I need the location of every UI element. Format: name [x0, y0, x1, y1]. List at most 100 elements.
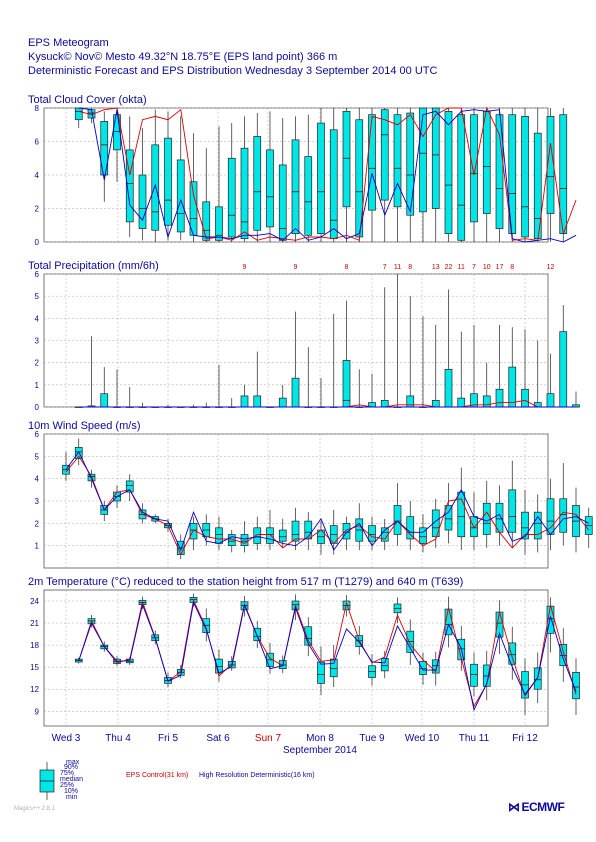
eps-box [368, 525, 376, 542]
legend-control: EPS Control(31 km) [126, 772, 188, 779]
eps-box [74, 107, 83, 121]
y-tick-label: 8 [35, 104, 40, 113]
y-tick-label: 0 [35, 238, 40, 247]
eps-box [215, 206, 223, 241]
eps-box [151, 144, 160, 231]
x-day-label: Fri 5 [158, 733, 178, 744]
eps-box [406, 395, 415, 408]
eps-box [431, 107, 440, 209]
eps-box [406, 516, 415, 540]
eps-box [444, 368, 453, 408]
hres-line [65, 451, 590, 552]
eps-box [419, 107, 427, 213]
y-tick-label: 21 [30, 619, 39, 628]
y-tick-label: 2 [35, 205, 40, 214]
eps-box [113, 114, 121, 151]
eps-box [291, 139, 300, 234]
y-tick-label: 5 [35, 292, 40, 301]
eps-box [317, 661, 325, 684]
y-tick-label: 3 [35, 337, 40, 346]
eps-box [215, 527, 223, 544]
eps-box [125, 149, 134, 223]
eps-box [253, 627, 262, 642]
eps-box [100, 121, 109, 176]
x-day-label: Thu 4 [105, 733, 131, 744]
eps-box [470, 114, 478, 223]
y-tick-label: 3 [35, 497, 40, 506]
eps-box [444, 110, 453, 234]
eps-box [240, 534, 249, 547]
eps-box [253, 136, 262, 231]
precip-max-label: 8 [408, 264, 412, 271]
eps-box [521, 388, 529, 408]
meteogram-title: EPS Meteogram [28, 37, 109, 49]
precip-max-label: 22 [445, 264, 453, 271]
eps-box [227, 157, 236, 238]
precip-max-label: 8 [510, 264, 514, 271]
eps-box [482, 502, 491, 535]
eps-box [431, 509, 440, 538]
legend-label: 90% [64, 764, 78, 771]
y-tick-label: 12 [30, 685, 39, 694]
eps-box [278, 164, 287, 241]
eps-box [431, 400, 440, 408]
eps-box [419, 527, 427, 544]
eps-box [380, 400, 389, 408]
legend-hres: High Resolution Deterministic(16 km) [199, 772, 315, 779]
x-day-label: Tue 9 [359, 733, 385, 744]
forecast-description: Deterministic Forecast and EPS Distribut… [28, 65, 438, 77]
eps-box [470, 663, 478, 687]
eps-box [533, 511, 542, 540]
eps-box [291, 377, 300, 408]
eps-box [329, 129, 338, 239]
precip-max-label: 9 [243, 264, 247, 271]
eps-box [508, 366, 517, 408]
eps-box [482, 395, 491, 408]
eps-box [533, 402, 542, 408]
eps-box [189, 522, 198, 540]
panel-title: 10m Wind Speed (m/s) [28, 420, 140, 432]
station-location: Kysuck© Nov© Mesto 49.32°N 18.75°E (EPS … [28, 51, 338, 63]
eps-box [495, 114, 504, 229]
precip-max-label: 12 [547, 264, 555, 271]
legend-label: min [66, 794, 77, 801]
eps-box [431, 659, 440, 674]
eps-box [240, 147, 249, 239]
eps-box [304, 626, 313, 646]
eps-box [521, 116, 529, 238]
eps-box [278, 397, 287, 408]
eps-box [176, 159, 185, 233]
eps-box [533, 667, 542, 690]
x-day-label: Sun 7 [255, 733, 282, 744]
eps-box [380, 658, 389, 672]
eps-box [457, 114, 466, 241]
panel-title: 2m Temperature (°C) reduced to the stati… [28, 576, 463, 588]
eps-box [393, 505, 402, 535]
eps-box [266, 149, 274, 228]
eps-box [304, 156, 313, 236]
y-tick-label: 5 [35, 452, 40, 461]
eps-box [444, 505, 453, 531]
eps-box [202, 201, 211, 241]
eps-box [164, 137, 172, 226]
x-day-label: Sat 6 [206, 733, 230, 744]
precip-max-label: 11 [394, 264, 401, 271]
eps-box [508, 642, 517, 665]
eps-box [125, 480, 134, 493]
y-tick-label: 9 [35, 707, 40, 716]
eps-box [495, 388, 504, 408]
legend-label: max [66, 759, 80, 766]
eps-box [457, 397, 466, 408]
y-tick-label: 1 [35, 542, 40, 551]
eps-box [138, 174, 147, 229]
eps-box [393, 114, 402, 208]
x-day-label: Mon 8 [306, 733, 334, 744]
y-tick-label: 2 [35, 519, 40, 528]
x-day-label: Thu 11 [459, 733, 490, 744]
y-tick-label: 15 [30, 663, 39, 672]
x-axis-title: September 2014 [283, 745, 357, 756]
